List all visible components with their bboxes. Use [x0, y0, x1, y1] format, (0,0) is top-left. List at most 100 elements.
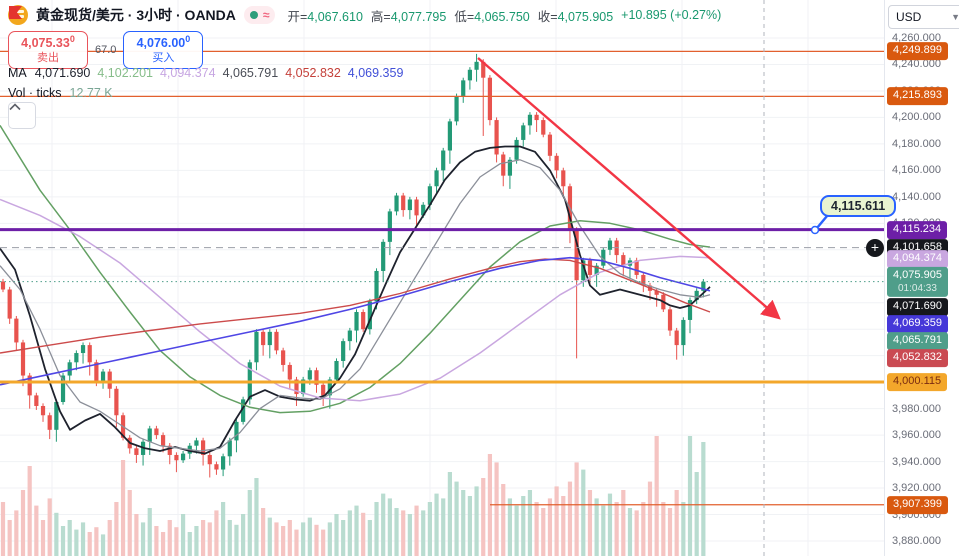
- market-status-pill[interactable]: ≈: [243, 6, 276, 24]
- volume-bar: [687, 436, 693, 556]
- volume-bar: [167, 520, 172, 556]
- candle-body: [194, 440, 199, 446]
- candle-body: [354, 312, 359, 331]
- candle-body: [701, 281, 706, 291]
- price-badge[interactable]: 4,115.234: [887, 221, 948, 239]
- candle-body: [40, 405, 46, 416]
- currency-dropdown[interactable]: USD ▼: [888, 5, 959, 29]
- buy-price: 4,076.00: [136, 36, 186, 51]
- candle-countdown: 01:04:33: [898, 282, 937, 294]
- price-tick-label: 4,240.000: [892, 58, 941, 71]
- price-badge[interactable]: 4,094.374: [887, 250, 948, 268]
- ma-line: [0, 145, 711, 455]
- ma-indicator-row[interactable]: MA 4,071.690 4,102.201 4,094.374 4,065.791 4…: [8, 66, 410, 80]
- volume-bar: [20, 490, 26, 556]
- price-tick-label: 3,960.000: [892, 429, 941, 442]
- price-axis[interactable]: 3,880.000 3,900.000 3,920.000 3,940.000 3,96…: [884, 0, 959, 556]
- trend-arrow-line[interactable]: [477, 57, 781, 320]
- volume-bar: [321, 529, 326, 556]
- volume-bar: [634, 510, 639, 556]
- candle-body: [80, 345, 86, 354]
- price-badge[interactable]: 4,071.690: [887, 298, 948, 316]
- chevron-down-icon: ▼: [951, 12, 959, 22]
- collapse-indicators-button[interactable]: [8, 102, 36, 129]
- volume-bar: [621, 490, 626, 556]
- candle-body: [581, 260, 586, 281]
- candle-body: [501, 154, 506, 176]
- volume-bar: [134, 514, 139, 556]
- volume-bar: [174, 527, 179, 556]
- volume-bar: [241, 514, 246, 556]
- sell-button[interactable]: 4,075.330 卖出: [8, 31, 88, 70]
- candle-body: [434, 170, 439, 187]
- price-badge[interactable]: 4,069.359: [887, 315, 948, 333]
- candle-body: [180, 453, 186, 461]
- candle-body: [227, 440, 232, 457]
- candle-body: [201, 440, 206, 455]
- candle-body: [387, 211, 392, 242]
- price-badge[interactable]: 4,000.115: [887, 373, 948, 391]
- price-badge[interactable]: 4,052.832: [887, 349, 948, 367]
- candle-body: [561, 170, 566, 187]
- volume-bar: [661, 502, 666, 556]
- candle-body: [634, 260, 639, 275]
- candle-body: [574, 229, 579, 281]
- volume-bar: [274, 522, 279, 556]
- callout-anchor-dot[interactable]: [810, 225, 820, 235]
- volume-bar: [140, 522, 146, 556]
- volume-bar: [534, 502, 539, 556]
- add-order-plus-icon[interactable]: +: [866, 239, 884, 257]
- ma-line: [0, 256, 711, 386]
- symbol-title[interactable]: 黄金现货/美元 · 3小时 · OANDA: [36, 7, 236, 23]
- ma-line: [0, 258, 711, 354]
- volume-bar: [607, 493, 613, 556]
- candle-body: [174, 454, 179, 461]
- delayed-data-icon: ≈: [262, 8, 270, 22]
- candle-body: [74, 353, 79, 363]
- price-change: +10.895 (+0.27%): [621, 8, 722, 22]
- candle-body: [547, 134, 553, 156]
- volume-bar: [674, 490, 679, 556]
- volume-bar: [561, 496, 566, 556]
- spread-value: 67.0: [95, 44, 117, 57]
- volume-bar: [421, 510, 426, 556]
- candle-body: [100, 371, 106, 383]
- ma-line: [0, 198, 711, 402]
- price-badge[interactable]: 4,215.893: [887, 87, 948, 105]
- volume-bar: [147, 508, 152, 556]
- buy-button[interactable]: 4,076.000 买入: [123, 31, 204, 70]
- candle-body: [207, 454, 212, 465]
- candle-body: [454, 96, 459, 122]
- volume-bar: [27, 466, 32, 556]
- candle-body: [154, 428, 159, 436]
- candlestick-chart[interactable]: [0, 0, 884, 556]
- volume-bar: [381, 493, 386, 556]
- price-callout[interactable]: 4,115.611: [820, 195, 897, 217]
- price-tick-label: 4,140.000: [892, 190, 941, 203]
- volume-bar: [201, 520, 206, 556]
- candle-body: [221, 456, 226, 470]
- candle-body: [254, 331, 259, 363]
- volume-bar: [301, 522, 306, 556]
- candle-body: [267, 331, 272, 346]
- price-badge[interactable]: 3,907.399: [887, 496, 948, 514]
- price-badge[interactable]: 4,065.791: [887, 332, 948, 350]
- volume-bar: [647, 481, 653, 556]
- volume-bar: [67, 520, 72, 556]
- price-badge[interactable]: 4,075.905 01:04:33: [887, 266, 948, 298]
- volume-bar: [281, 526, 286, 556]
- price-badge[interactable]: 4,249.899: [887, 42, 948, 60]
- candle-body: [401, 195, 406, 211]
- volume-indicator-row[interactable]: Vol · ticks 12.77 K: [8, 86, 113, 100]
- candle-body: [374, 270, 379, 302]
- volume-bar: [334, 514, 339, 556]
- volume-bar: [481, 478, 486, 556]
- candle-body: [601, 249, 606, 266]
- volume-bar: [447, 472, 452, 556]
- candle-body: [94, 362, 99, 383]
- volume-bar: [567, 481, 573, 556]
- volume-bar: [587, 490, 593, 556]
- candle-body: [134, 448, 139, 455]
- candle-body: [287, 364, 292, 380]
- price-tick-label: 3,880.000: [892, 535, 941, 547]
